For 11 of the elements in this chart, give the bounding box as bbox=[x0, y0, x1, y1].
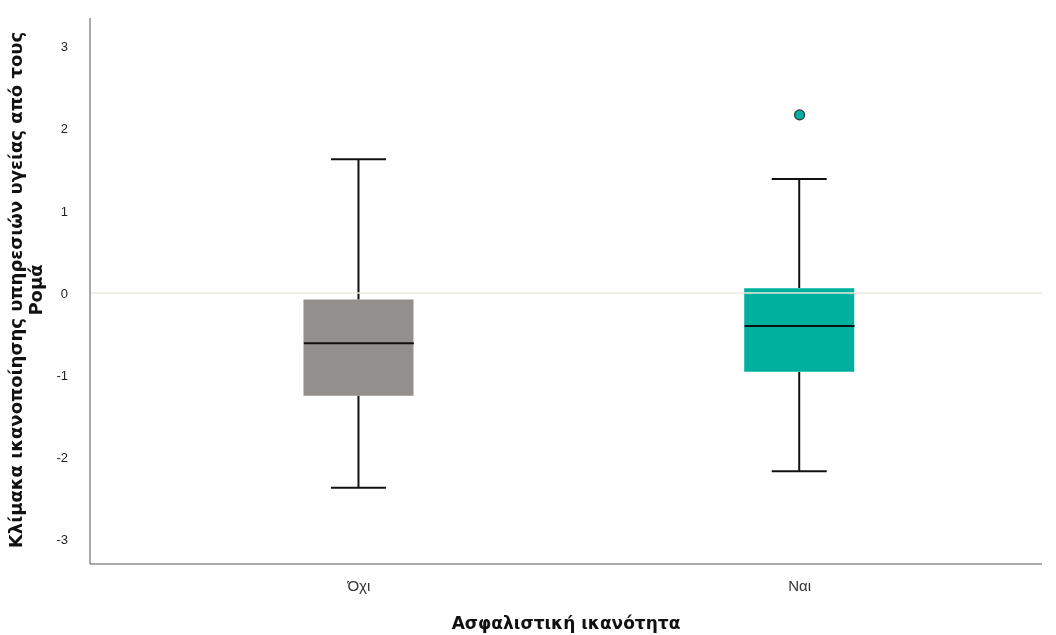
x-axis-title: Ασφαλιστική ικανότητα bbox=[450, 613, 682, 633]
y-tick-label: 1 bbox=[60, 203, 68, 219]
y-tick-label: 2 bbox=[60, 121, 68, 137]
y-tick-label: 0 bbox=[60, 285, 68, 301]
y-axis-title: Κλίμακα ικανοποίησης υπηρεσιών υγείας από τους Ρομά bbox=[5, 30, 47, 550]
y-tick-label: -2 bbox=[56, 449, 68, 465]
y-tick-label: 3 bbox=[60, 39, 68, 55]
x-tick-label: Όχι bbox=[346, 576, 371, 594]
x-tick-label: Ναι bbox=[788, 576, 812, 594]
y-tick-label: -3 bbox=[56, 531, 68, 547]
y-tick-label: -1 bbox=[56, 367, 68, 383]
